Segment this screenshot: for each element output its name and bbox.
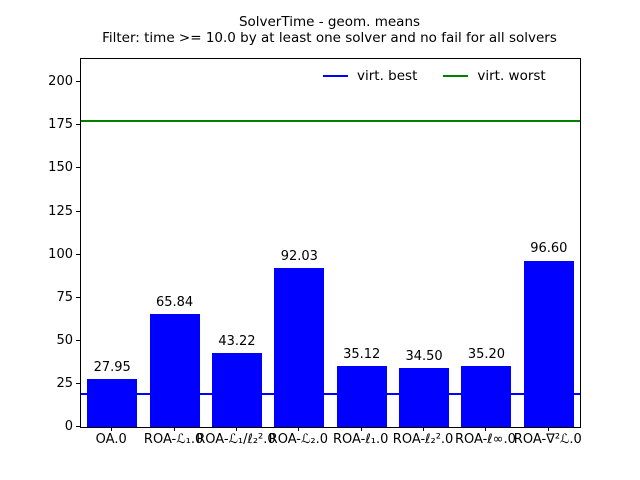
bar-value-label: 96.60 (530, 241, 568, 257)
bar-value-label: 92.03 (280, 249, 318, 265)
legend-label-virt-best: virt. best (357, 68, 418, 84)
y-tick-label: 200 (48, 74, 73, 90)
bar-ROA-ℒ₁/ℓ₂².0 (211, 352, 262, 427)
y-tick-label: 25 (56, 375, 73, 391)
y-tick-label: 175 (48, 117, 73, 133)
chart-title: SolverTime - geom. means (238, 14, 421, 30)
bar-value-label: 34.50 (405, 348, 443, 364)
y-tick-label: 0 (64, 419, 73, 434)
bar-value-label: 35.12 (343, 347, 381, 363)
x-tick-mark (235, 427, 237, 431)
legend: virt. best virt. worst (323, 66, 546, 86)
x-tick-mark (111, 427, 113, 431)
y-tick-label: 100 (48, 246, 73, 262)
x-tick-mark (298, 427, 300, 431)
x-tick-label: OA.0 (95, 432, 127, 447)
virt-best-line-swatch (323, 75, 348, 77)
x-tick-label: ROA-ℒ₁.0 (143, 432, 204, 447)
x-tick-label: ROA-ℒ₂.0 (268, 432, 328, 447)
y-tick-label: 125 (48, 203, 73, 219)
bar-value-label: 27.95 (93, 359, 131, 375)
bar-value-label: 65.84 (155, 294, 194, 310)
bar-ROA-ℒ₁.0 (149, 313, 200, 427)
x-tick-label: ROA-∇²ℒ.0 (513, 432, 582, 447)
bar-value-label: 35.20 (467, 347, 506, 363)
x-tick-mark (485, 427, 487, 431)
virt-worst-line (81, 120, 580, 123)
x-tick-label: ROA-ℓ∞.0 (454, 432, 516, 447)
bar-ROA-ℓ∞.0 (461, 366, 512, 427)
virt-worst-line-swatch (443, 75, 469, 77)
x-tick-mark (360, 427, 362, 431)
legend-entry-virt-worst: virt. worst (443, 68, 546, 84)
y-tick-mark (76, 253, 80, 255)
y-tick-mark (76, 167, 80, 169)
y-tick-mark (76, 81, 80, 83)
y-tick-mark (76, 382, 80, 384)
bar-ROA-∇²ℒ.0 (523, 260, 574, 427)
x-tick-mark (173, 427, 175, 431)
virt-best-line (81, 393, 580, 396)
bar-ROA-ℓ₁.0 (336, 366, 387, 427)
x-tick-mark (547, 427, 549, 431)
y-tick-label: 50 (56, 332, 73, 348)
legend-entry-virt-best: virt. best (323, 68, 417, 84)
y-tick-mark (76, 210, 80, 212)
x-tick-label: ROA-ℒ₁/ℓ₂².0 (196, 432, 276, 447)
x-tick-label: ROA-ℓ₁.0 (333, 432, 389, 447)
x-tick-mark (423, 427, 425, 431)
x-tick-label: ROA-ℓ₂².0 (392, 432, 454, 447)
chart-subtitle: Filter: time >= 10.0 by at least one sol… (102, 29, 557, 46)
y-tick-mark (76, 339, 80, 341)
title-block: SolverTime - geom. means Filter: time >=… (80, 14, 579, 46)
bar-value-label: 43.22 (218, 333, 256, 349)
y-tick-mark (76, 124, 80, 126)
y-tick-mark (76, 296, 80, 298)
bar-ROA-ℒ₂.0 (274, 268, 325, 427)
y-tick-label: 150 (48, 160, 73, 176)
y-tick-mark (76, 426, 80, 427)
plot-area: 27.95 65.84 43.22 92.03 35.12 34.50 35.20 96.60 (80, 58, 581, 428)
bar-ROA-ℓ₂².0 (399, 367, 450, 427)
bar-OA.0 (87, 378, 138, 427)
legend-label-virt-worst: virt. worst (477, 68, 546, 84)
y-tick-label: 75 (56, 289, 73, 305)
